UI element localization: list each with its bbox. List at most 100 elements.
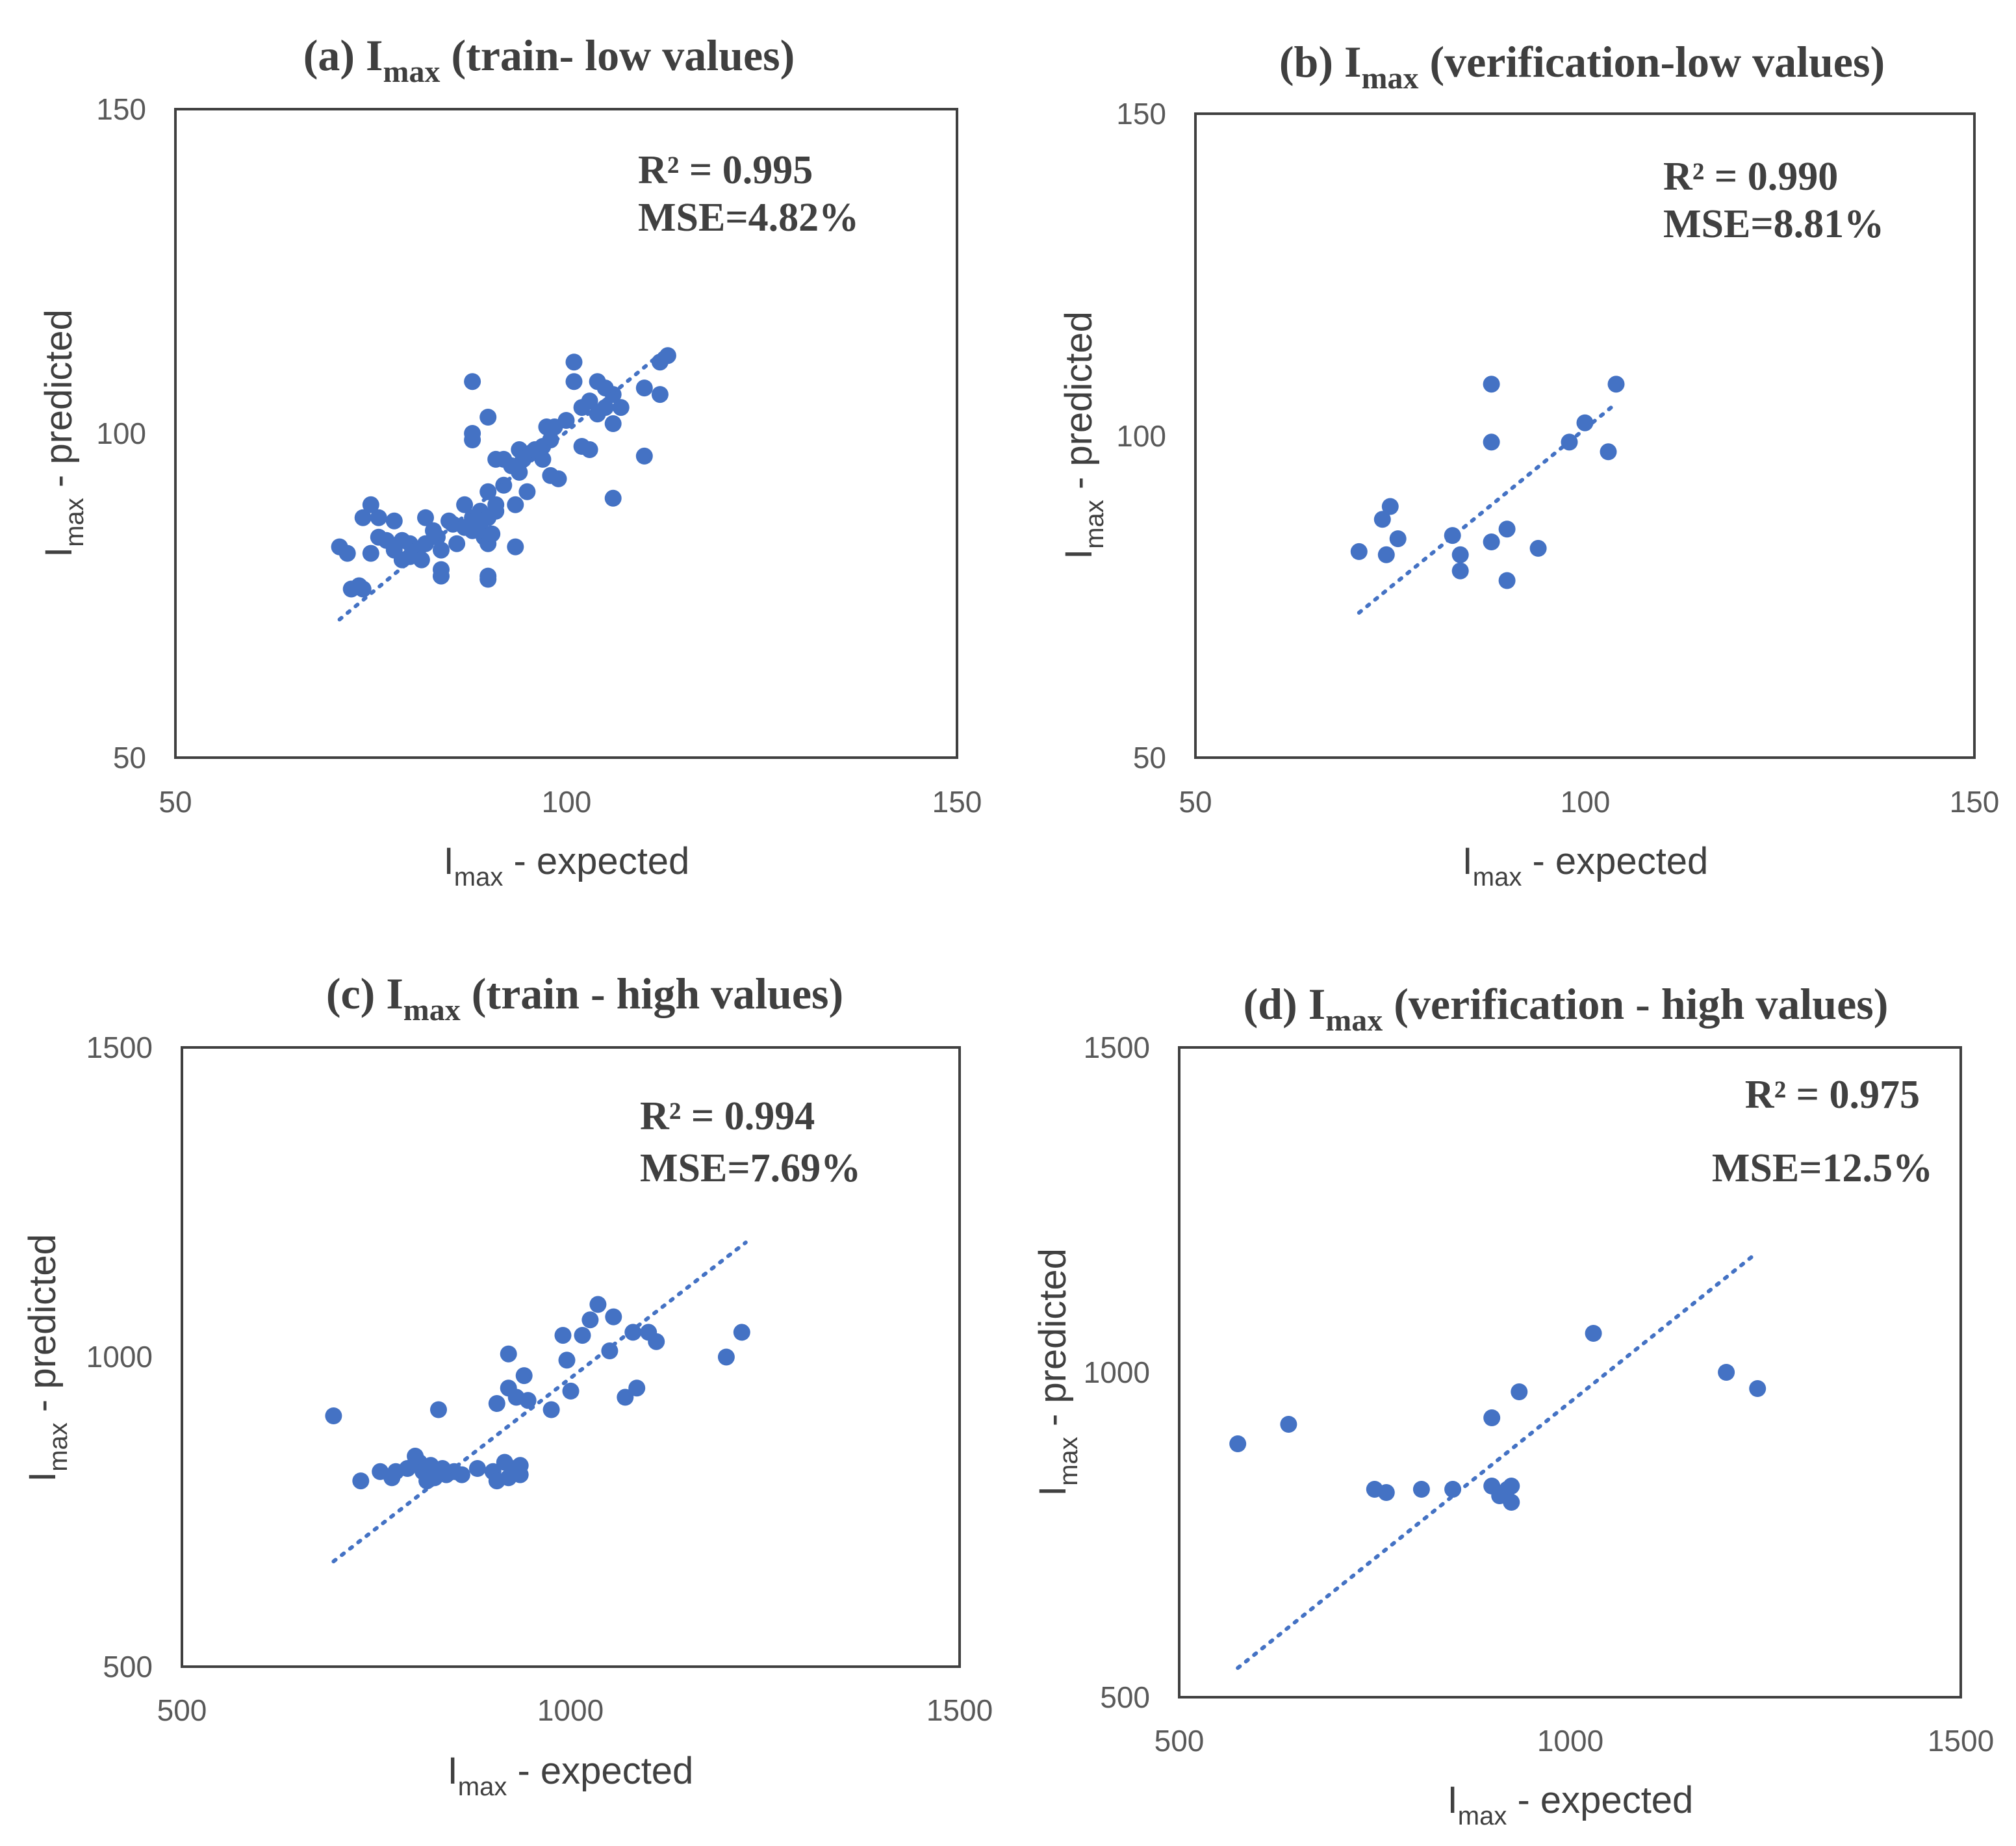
data-point: [1483, 533, 1500, 550]
data-point: [554, 1327, 572, 1344]
data-points: [1229, 1325, 1767, 1511]
data-point: [1529, 539, 1547, 557]
data-point: [417, 509, 434, 526]
data-point: [542, 1401, 560, 1418]
data-point: [589, 1296, 607, 1313]
data-point: [604, 415, 622, 432]
data-point: [596, 399, 614, 417]
data-point: [1483, 433, 1500, 451]
data-point: [464, 431, 481, 448]
data-point: [479, 409, 497, 426]
x-tick-label: 50: [159, 785, 192, 819]
data-point: [1229, 1435, 1247, 1452]
data-point: [354, 580, 372, 598]
trendline: [337, 346, 670, 622]
data-point: [500, 1345, 517, 1363]
data-point: [507, 496, 524, 513]
data-point: [1389, 530, 1407, 548]
y-tick-label: 1000: [1084, 1355, 1150, 1389]
y-tick-label: 100: [96, 417, 146, 450]
data-point: [362, 496, 379, 513]
x-tick-label: 100: [1561, 785, 1611, 819]
x-tick-label: 150: [1950, 785, 2000, 819]
r-squared-label: R² = 0.990: [1663, 155, 1838, 199]
data-point: [1585, 1325, 1602, 1342]
data-point: [515, 1367, 533, 1385]
data-point: [605, 1308, 622, 1326]
data-point: [1503, 1494, 1520, 1511]
data-point: [370, 509, 387, 526]
data-point: [1498, 572, 1516, 589]
data-point: [617, 1389, 634, 1406]
data-point: [519, 1392, 537, 1409]
data-point: [413, 551, 430, 569]
data-point: [562, 1382, 580, 1400]
data-point: [518, 483, 536, 500]
data-point: [511, 1457, 529, 1474]
data-point: [733, 1324, 750, 1341]
trendline: [1357, 401, 1618, 615]
plot-area: [174, 108, 958, 759]
data-point: [338, 545, 356, 562]
y-tick-label: 1500: [86, 1031, 153, 1064]
y-tick-label: 50: [1133, 741, 1166, 775]
chart-title: (a) Imax (train- low values): [303, 31, 795, 89]
data-point: [635, 379, 653, 397]
data-points: [331, 347, 676, 598]
panel-b: (b) Imax (verification-low values) 50 10…: [1058, 37, 1999, 891]
data-point: [456, 496, 474, 513]
data-point: [479, 483, 497, 500]
data-point: [635, 447, 653, 465]
x-axis-label: Imax - expected: [444, 840, 690, 891]
data-point: [507, 538, 524, 556]
data-point: [1511, 1383, 1528, 1400]
x-tick-label: 50: [1179, 785, 1212, 819]
data-points: [1350, 376, 1625, 589]
data-point: [604, 489, 622, 507]
data-point: [550, 470, 567, 487]
data-point: [651, 386, 669, 404]
plot-area: [181, 1046, 961, 1668]
data-point: [1607, 376, 1625, 393]
plot-frame: [174, 108, 958, 759]
x-tick-label: 1000: [537, 1693, 604, 1727]
y-tick-label: 100: [1116, 419, 1166, 453]
data-point: [362, 545, 379, 562]
y-axis-label: Imax - predicted: [1032, 1248, 1083, 1496]
data-point: [1503, 1478, 1520, 1494]
data-point: [581, 1311, 599, 1329]
data-point: [1749, 1380, 1767, 1397]
data-point: [1600, 443, 1617, 461]
data-point: [468, 1460, 486, 1477]
data-points: [325, 1296, 750, 1490]
mse-label: MSE=7.69%: [640, 1146, 861, 1190]
data-point: [464, 373, 481, 391]
mse-label: MSE=4.82%: [638, 196, 859, 240]
data-point: [433, 567, 450, 585]
data-point: [624, 1324, 642, 1341]
y-axis-label: Imax - predicted: [1058, 311, 1109, 559]
data-point: [385, 512, 403, 530]
x-tick-label: 500: [157, 1693, 207, 1727]
data-point: [565, 353, 583, 371]
x-tick-label: 100: [542, 785, 592, 819]
data-point: [717, 1348, 735, 1366]
data-point: [1412, 1481, 1430, 1498]
x-tick-label: 1000: [1537, 1724, 1603, 1758]
data-point: [479, 567, 497, 585]
data-point: [354, 509, 372, 526]
x-axis-label: Imax - expected: [448, 1750, 694, 1801]
data-point: [433, 541, 450, 559]
data-point: [488, 1395, 505, 1412]
plot-frame: [1194, 112, 1976, 759]
data-point: [565, 373, 583, 391]
data-point: [1350, 543, 1368, 560]
panel-d: (d) Imax (verification - high values) 50…: [1032, 979, 1994, 1830]
data-point: [628, 1379, 646, 1397]
y-axis-label: Imax - predicted: [38, 309, 89, 558]
data-point: [1451, 546, 1469, 563]
data-point: [430, 1401, 447, 1418]
chart-title: (c) Imax (train - high values): [326, 969, 843, 1027]
x-axis-label: Imax - expected: [1462, 840, 1709, 891]
x-tick-label: 1500: [1928, 1724, 1994, 1758]
